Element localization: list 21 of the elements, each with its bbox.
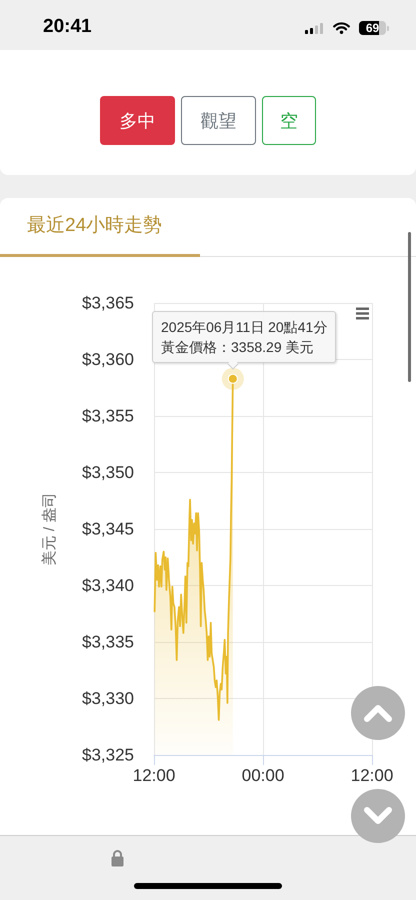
wait-button[interactable]: 觀望 [181, 96, 256, 145]
y-tick-label: $3,355 [82, 406, 134, 426]
y-tick-label: $3,340 [82, 576, 134, 595]
y-tick-label: $3,360 [82, 350, 134, 369]
y-tick-label: $3,325 [82, 746, 134, 764]
annotation: 2025年06月11日 20點41分 [161, 318, 328, 337]
y-axis-title: 美元 / 盎司 [41, 492, 58, 566]
x-tick-label: 00:00 [242, 766, 284, 785]
y-tick-label: $3,345 [82, 520, 134, 538]
chart-title: 最近24小時走勢 [27, 214, 162, 238]
y-tick-label: $3,330 [82, 689, 134, 708]
text: 20:41 [43, 16, 92, 38]
long-button[interactable]: 多中 [100, 96, 175, 145]
x-tick-label: 12:00 [350, 766, 394, 785]
annotation: 黃金價格：3358.29 美元 [161, 338, 314, 357]
battery-icon: 69 [359, 21, 389, 35]
short-button[interactable]: 空 [262, 96, 316, 145]
y-tick-label: $3,350 [82, 463, 134, 482]
y-tick-label: $3,335 [82, 632, 134, 652]
x-tick-label: 12:00 [132, 766, 176, 785]
y-tick-label: $3,365 [82, 294, 134, 312]
